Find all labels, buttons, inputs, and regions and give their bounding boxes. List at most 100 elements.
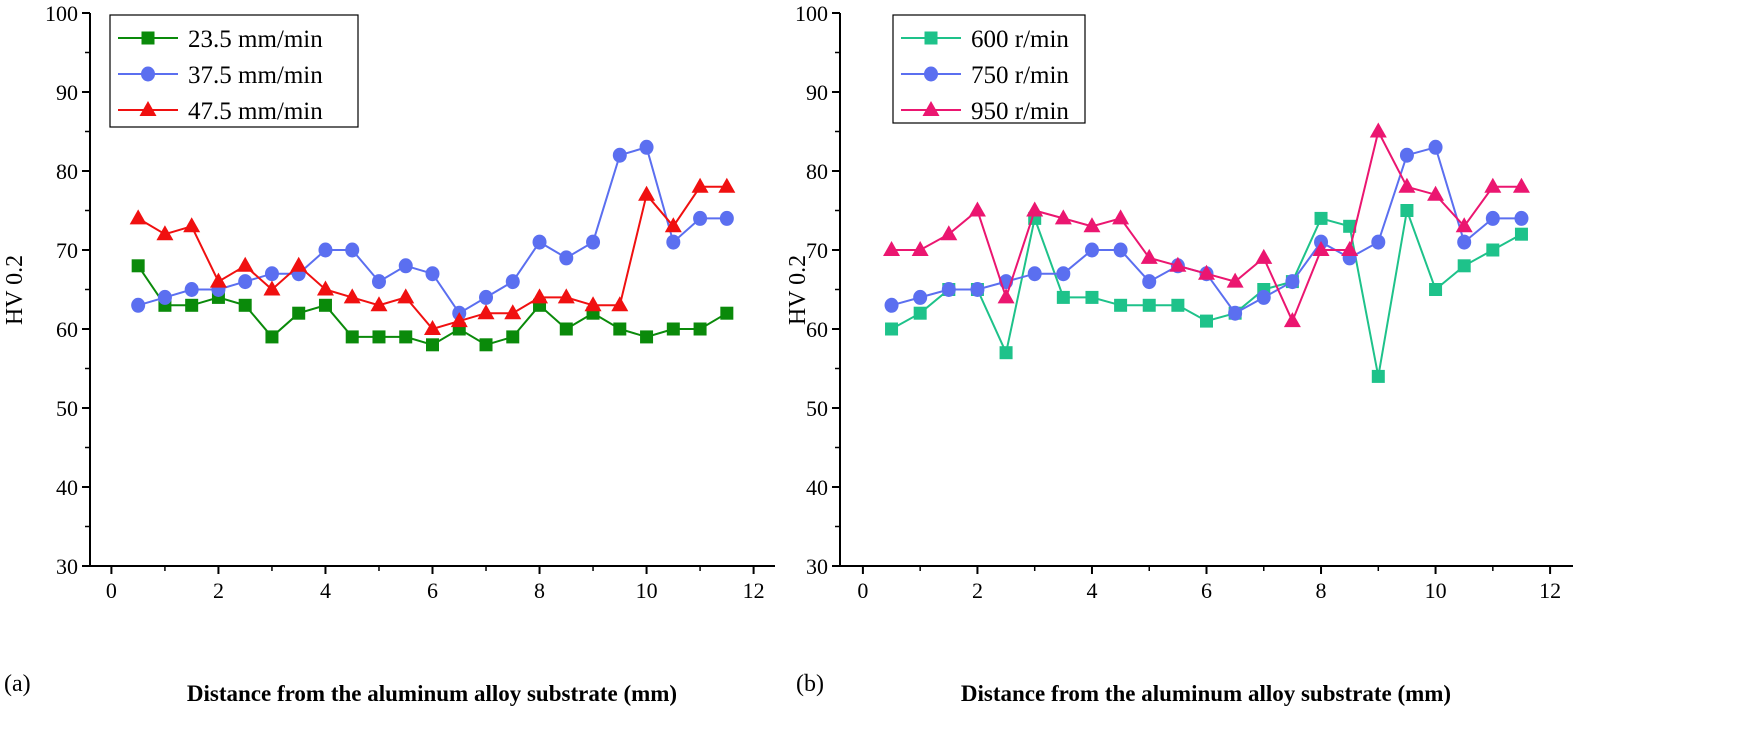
data-point bbox=[370, 296, 388, 312]
data-point bbox=[316, 280, 334, 296]
data-point bbox=[238, 298, 252, 312]
data-point bbox=[479, 338, 493, 352]
data-point bbox=[1455, 217, 1473, 233]
data-point bbox=[345, 242, 360, 258]
data-point bbox=[1314, 211, 1328, 225]
data-point bbox=[343, 288, 361, 304]
data-point bbox=[718, 177, 736, 193]
x-tick-label: 12 bbox=[1539, 578, 1561, 603]
data-point bbox=[1226, 272, 1244, 288]
legend-label: 23.5 mm/min bbox=[188, 26, 323, 53]
data-point bbox=[1114, 298, 1128, 312]
data-point bbox=[1485, 210, 1500, 226]
data-point bbox=[666, 234, 681, 250]
x-tick-label: 4 bbox=[1086, 578, 1097, 603]
y-tick-label: 40 bbox=[56, 475, 78, 500]
legend-label: 950 r/min bbox=[971, 98, 1069, 125]
data-point bbox=[1054, 209, 1072, 225]
data-point bbox=[397, 288, 415, 304]
y-axis-label: HV 0.2 bbox=[2, 255, 28, 325]
series-line bbox=[891, 146, 1522, 315]
data-point bbox=[1056, 290, 1070, 304]
data-point bbox=[345, 330, 359, 344]
data-point bbox=[913, 289, 928, 305]
data-point bbox=[236, 256, 254, 272]
panel-label: (a) bbox=[4, 671, 31, 697]
data-point bbox=[999, 346, 1013, 360]
data-point bbox=[398, 258, 413, 274]
x-tick-label: 10 bbox=[1425, 578, 1447, 603]
y-tick-label: 60 bbox=[806, 317, 828, 342]
data-point bbox=[131, 259, 145, 273]
data-point bbox=[997, 288, 1015, 304]
data-point bbox=[612, 147, 627, 163]
legend-marker bbox=[141, 66, 155, 82]
data-point bbox=[1512, 177, 1530, 193]
data-point bbox=[559, 250, 574, 266]
y-tick-label: 80 bbox=[56, 159, 78, 184]
data-point bbox=[1312, 241, 1330, 256]
data-point bbox=[559, 322, 573, 336]
y-tick-label: 50 bbox=[806, 396, 828, 421]
legend-label: 37.5 mm/min bbox=[188, 62, 323, 89]
data-point bbox=[450, 312, 468, 328]
data-point bbox=[290, 256, 308, 272]
data-point bbox=[399, 330, 413, 344]
data-point bbox=[1484, 177, 1502, 193]
series-line bbox=[137, 185, 727, 331]
data-point bbox=[209, 272, 227, 288]
data-point bbox=[185, 298, 199, 312]
data-point bbox=[1228, 305, 1243, 321]
data-point bbox=[477, 304, 495, 320]
data-point bbox=[640, 330, 654, 344]
data-point bbox=[1341, 241, 1359, 256]
data-point bbox=[1056, 266, 1071, 282]
x-tick-label: 2 bbox=[213, 578, 224, 603]
legend-marker bbox=[141, 31, 155, 45]
data-point bbox=[183, 217, 201, 233]
data-point bbox=[532, 234, 547, 250]
data-point bbox=[131, 297, 146, 313]
data-point bbox=[1486, 243, 1500, 257]
panel-label: (b) bbox=[796, 671, 824, 697]
y-tick-label: 30 bbox=[56, 554, 78, 579]
data-point bbox=[1427, 185, 1445, 201]
data-point bbox=[184, 282, 199, 297]
y-tick-label: 80 bbox=[806, 159, 828, 184]
y-tick-label: 90 bbox=[56, 80, 78, 105]
data-point bbox=[611, 296, 629, 312]
data-point bbox=[1398, 177, 1416, 193]
data-point bbox=[1285, 274, 1300, 290]
data-point bbox=[372, 330, 386, 344]
x-tick-label: 12 bbox=[743, 578, 765, 603]
y-tick-label: 90 bbox=[806, 80, 828, 105]
legend-label: 600 r/min bbox=[971, 26, 1069, 53]
data-point bbox=[584, 296, 602, 312]
data-point bbox=[639, 139, 654, 155]
y-tick-label: 100 bbox=[45, 1, 78, 26]
x-tick-label: 2 bbox=[972, 578, 983, 603]
series-47-5-mm-min bbox=[129, 177, 736, 335]
data-point bbox=[1200, 314, 1213, 328]
data-point bbox=[1400, 204, 1414, 217]
x-tick-label: 4 bbox=[320, 578, 331, 603]
x-tick-label: 6 bbox=[1201, 578, 1212, 603]
data-point bbox=[157, 289, 172, 305]
data-point bbox=[911, 241, 929, 256]
data-point bbox=[1457, 234, 1472, 250]
data-point bbox=[693, 210, 708, 226]
data-point bbox=[129, 209, 147, 225]
data-point bbox=[638, 185, 656, 201]
data-point bbox=[1514, 227, 1528, 241]
data-point bbox=[505, 274, 520, 290]
data-point bbox=[263, 280, 281, 296]
y-axis-label: HV 0.2 bbox=[785, 255, 811, 325]
data-point bbox=[693, 322, 707, 336]
x-tick-label: 0 bbox=[857, 578, 868, 603]
data-point bbox=[479, 289, 494, 305]
legend-marker bbox=[139, 101, 157, 116]
data-point bbox=[913, 306, 927, 320]
data-point bbox=[968, 201, 986, 217]
data-point bbox=[156, 225, 174, 241]
data-point bbox=[1428, 139, 1443, 155]
